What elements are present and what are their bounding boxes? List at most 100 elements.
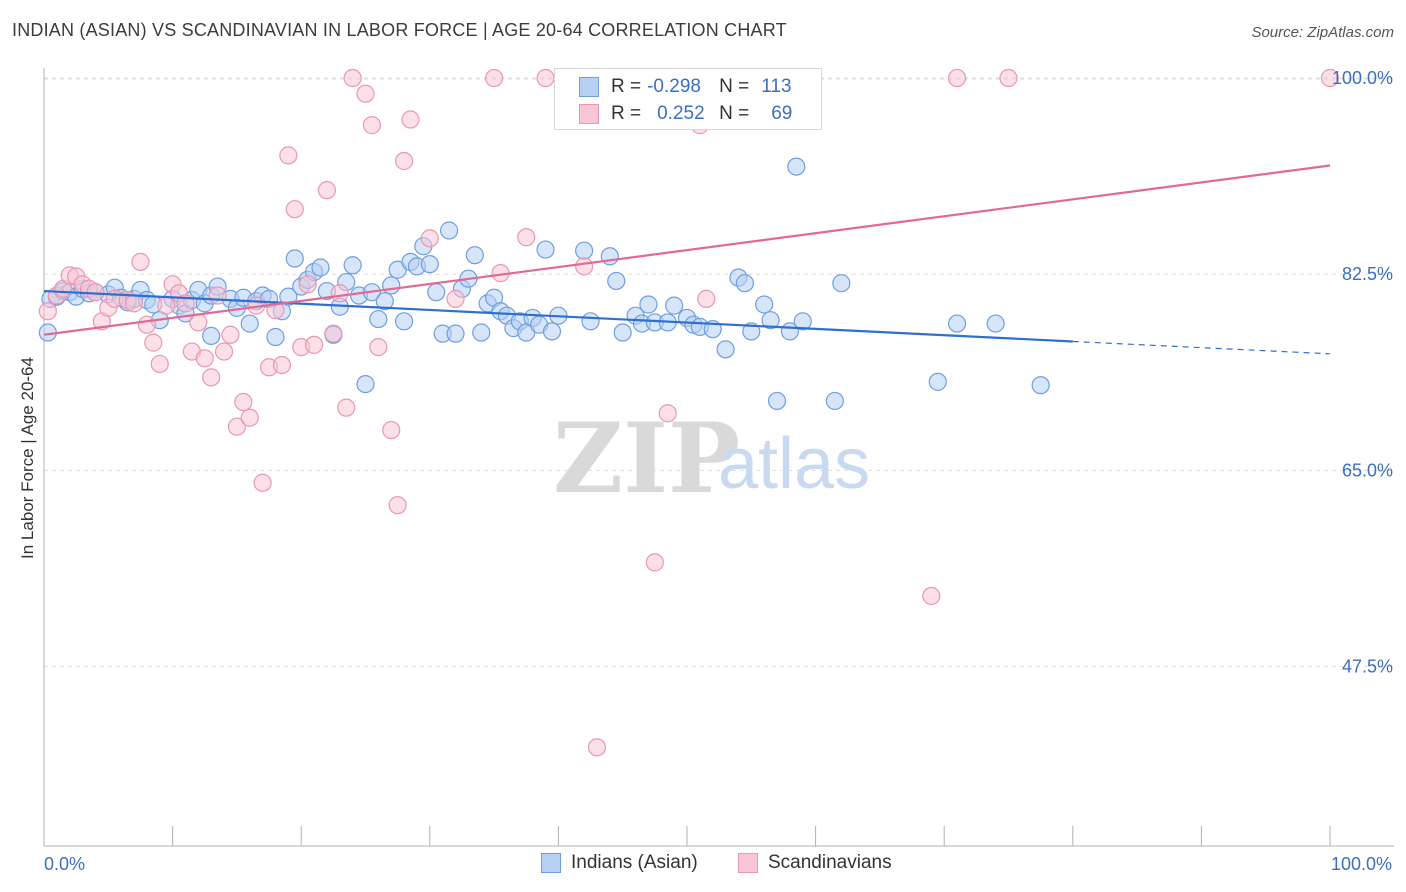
- legend-swatch-indians-asian: [541, 853, 561, 873]
- data-point: [272, 355, 292, 375]
- data-point: [311, 258, 330, 277]
- y-tick-label: 47.5%: [1342, 657, 1393, 677]
- data-point: [645, 553, 664, 572]
- data-point: [298, 275, 317, 294]
- legend-swatch-indians-asian: [579, 77, 599, 97]
- legend-item-indians-asian[interactable]: Indians (Asian): [541, 852, 698, 874]
- data-point: [234, 392, 253, 412]
- x-tick-labels: 0.0% 100.0%: [44, 854, 1392, 874]
- data-point: [195, 349, 214, 368]
- watermark: ZIP atlas: [553, 402, 870, 515]
- watermark-zip: ZIP: [553, 402, 740, 515]
- data-point: [446, 324, 465, 343]
- axes: [43, 68, 1394, 847]
- data-point: [375, 292, 394, 311]
- source-label: Source: ZipAtlas.com: [1251, 24, 1394, 41]
- data-point: [658, 404, 677, 423]
- data-point: [285, 200, 304, 219]
- data-point: [542, 322, 562, 341]
- trend-lines: [43, 164, 1331, 355]
- data-point: [793, 312, 812, 331]
- data-point: [279, 146, 298, 165]
- data-point: [240, 408, 259, 427]
- series-indians-asian-points: [38, 157, 1050, 411]
- data-point: [285, 249, 304, 268]
- data-point: [304, 335, 324, 354]
- data-point: [137, 315, 156, 334]
- data-point: [227, 417, 246, 436]
- data-point: [214, 342, 234, 361]
- data-point: [330, 284, 349, 303]
- data-point: [394, 312, 414, 331]
- data-point: [446, 289, 465, 308]
- legend-r-label: R =: [611, 103, 642, 124]
- legend-row-scandinavians: R = 0.252 N = 69: [579, 102, 792, 126]
- data-point: [427, 283, 446, 302]
- data-point: [575, 257, 594, 276]
- data-point: [324, 324, 343, 343]
- data-point: [439, 221, 459, 240]
- x-tick-label-max: 100.0%: [1331, 854, 1392, 874]
- data-point: [382, 420, 401, 440]
- data-point: [420, 229, 439, 248]
- data-point: [613, 323, 632, 342]
- data-point: [86, 283, 105, 302]
- y-axis-label: In Labor Force | Age 20-64: [18, 357, 37, 559]
- data-point: [472, 323, 491, 342]
- data-point: [485, 68, 504, 88]
- legend-swatch-scandinavians: [738, 853, 758, 873]
- data-point: [465, 246, 484, 265]
- data-point: [394, 151, 414, 171]
- x-tick-label-min: 0.0%: [44, 854, 85, 874]
- legend-n-label: N =: [719, 103, 750, 124]
- data-point: [202, 326, 221, 345]
- data-point: [253, 473, 272, 492]
- trend-line-indians-asian-extension: [1072, 340, 1331, 355]
- data-point: [266, 327, 285, 347]
- data-point: [665, 296, 684, 315]
- data-point: [787, 157, 806, 176]
- data-point: [150, 354, 169, 374]
- data-point: [356, 84, 375, 103]
- data-point: [755, 295, 774, 314]
- data-point: [343, 68, 362, 88]
- chart-title: INDIAN (ASIAN) VS SCANDINAVIAN IN LABOR …: [12, 20, 787, 40]
- data-point: [208, 286, 227, 305]
- legend-n-value: 113: [761, 76, 792, 97]
- data-point: [587, 738, 607, 757]
- legend-r-value: 0.252: [657, 103, 705, 124]
- data-point: [388, 496, 407, 515]
- data-point: [157, 296, 176, 315]
- data-point: [600, 247, 619, 266]
- data-point: [742, 322, 761, 341]
- data-point: [1031, 376, 1050, 395]
- data-point: [144, 333, 163, 352]
- data-point: [202, 368, 221, 387]
- data-point: [401, 110, 420, 129]
- legend-r-value: -0.298: [647, 76, 701, 97]
- data-point: [986, 314, 1005, 333]
- watermark-atlas: atlas: [718, 424, 870, 504]
- data-point: [343, 256, 362, 275]
- data-point: [761, 311, 780, 330]
- data-point: [240, 314, 259, 333]
- data-point: [825, 391, 844, 411]
- data-point: [356, 374, 375, 394]
- data-point: [420, 255, 439, 274]
- y-tick-label: 65.0%: [1342, 460, 1393, 480]
- data-point: [221, 325, 240, 344]
- data-point: [607, 271, 626, 291]
- legend-item-scandinavians[interactable]: Scandinavians: [738, 852, 892, 874]
- series-legend: Indians (Asian) Scandinavians: [0, 852, 1406, 878]
- data-point: [369, 337, 388, 357]
- data-point: [581, 312, 600, 331]
- data-point: [131, 252, 150, 271]
- data-point: [362, 116, 382, 135]
- data-point: [767, 391, 787, 411]
- data-point: [124, 294, 144, 313]
- data-point: [639, 295, 658, 314]
- data-point: [575, 241, 594, 260]
- data-point: [382, 276, 401, 295]
- data-point: [317, 181, 337, 200]
- data-point: [928, 372, 947, 391]
